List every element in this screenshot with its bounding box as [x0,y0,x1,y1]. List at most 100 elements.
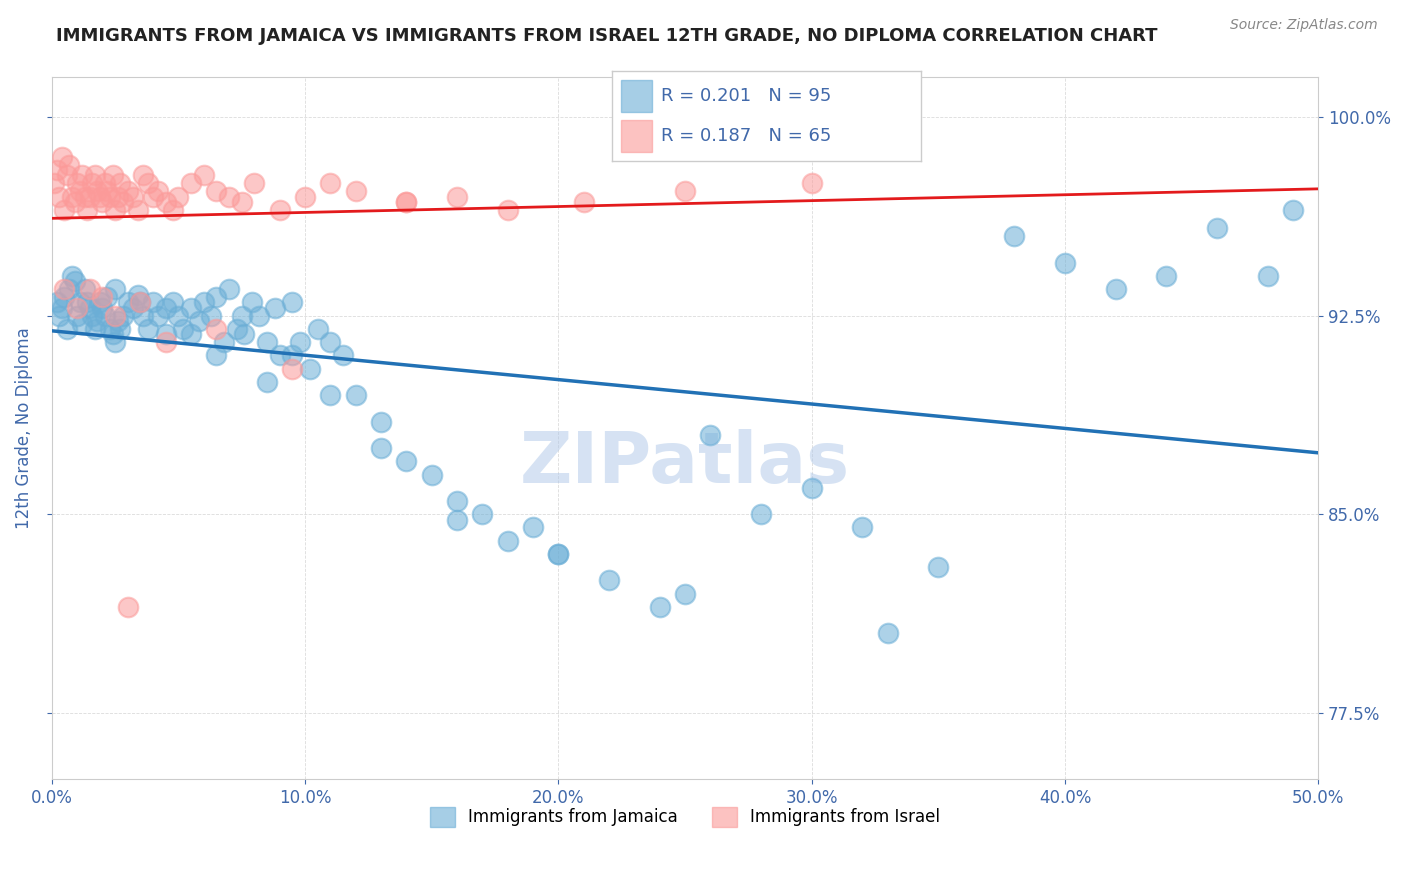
Point [1257,268,1279,283]
Text: IMMIGRANTS FROM JAMAICA VS IMMIGRANTS FROM ISRAEL 12TH GRADE, NO DIPLOMA CORRELA: IMMIGRANTS FROM JAMAICA VS IMMIGRANTS FR… [56,27,1157,45]
Point [162,202,184,217]
Point [66,301,89,315]
Point [73,189,96,203]
Point [288,335,311,350]
Point [395,194,418,209]
Legend: Immigrants from Jamaica, Immigrants from Israel: Immigrants from Jamaica, Immigrants from… [423,800,946,834]
Point [70,317,93,331]
Point [193,169,215,183]
Point [70,169,93,183]
Point [53,202,76,217]
Point [91,301,114,315]
Point [1104,282,1126,296]
Point [231,194,253,209]
Point [231,309,253,323]
Point [167,189,190,203]
Text: Source: ZipAtlas.com: Source: ZipAtlas.com [1230,18,1378,32]
Point [51,150,73,164]
Point [142,295,165,310]
Point [132,309,155,323]
Point [127,287,149,301]
Point [48,309,70,323]
Point [45,295,67,310]
Point [205,322,228,336]
Point [117,599,139,614]
Point [108,177,131,191]
Point [155,301,177,315]
Point [79,282,101,296]
Text: R = 0.201   N = 95: R = 0.201 N = 95 [661,87,831,105]
Point [56,169,79,183]
Point [94,309,117,323]
Point [108,322,131,336]
Point [79,189,101,203]
Point [496,202,519,217]
Point [307,322,329,336]
Point [332,348,354,362]
Point [319,177,342,191]
Point [129,295,152,310]
Point [73,282,96,296]
Point [82,177,104,191]
Point [281,348,304,362]
Point [294,189,316,203]
Point [121,189,143,203]
Point [63,194,86,209]
Point [89,295,111,310]
Point [395,454,418,468]
Point [256,375,278,389]
Point [851,520,873,534]
Point [91,290,114,304]
Point [200,309,222,323]
Point [117,184,139,198]
Point [446,494,468,508]
Point [142,189,165,203]
Point [60,189,83,203]
Point [927,560,949,574]
Point [146,309,169,323]
Point [155,194,177,209]
Point [111,194,134,209]
Point [749,507,772,521]
Point [281,361,304,376]
Point [420,467,443,482]
Point [225,322,247,336]
Point [1282,202,1305,217]
Point [218,189,240,203]
Point [344,184,367,198]
Point [162,295,184,310]
Point [370,415,392,429]
Point [281,295,304,310]
Point [107,189,129,203]
Point [127,202,149,217]
Point [218,282,240,296]
Point [446,189,468,203]
Point [53,290,76,304]
Point [1156,268,1178,283]
Point [205,348,228,362]
Point [104,309,127,323]
Point [167,309,190,323]
Point [172,322,194,336]
Point [51,301,73,315]
Point [129,295,152,310]
Point [648,599,671,614]
Bar [621,80,652,112]
Point [82,309,104,323]
Point [56,322,79,336]
Point [121,301,143,315]
Point [111,309,134,323]
Point [101,169,124,183]
Point [96,290,118,304]
Point [269,348,291,362]
Point [155,327,177,342]
Point [212,335,235,350]
Point [83,169,105,183]
Point [319,388,342,402]
Point [1053,256,1076,270]
Point [180,301,202,315]
Point [146,184,169,198]
Point [107,314,129,328]
Point [136,322,159,336]
Point [98,189,121,203]
